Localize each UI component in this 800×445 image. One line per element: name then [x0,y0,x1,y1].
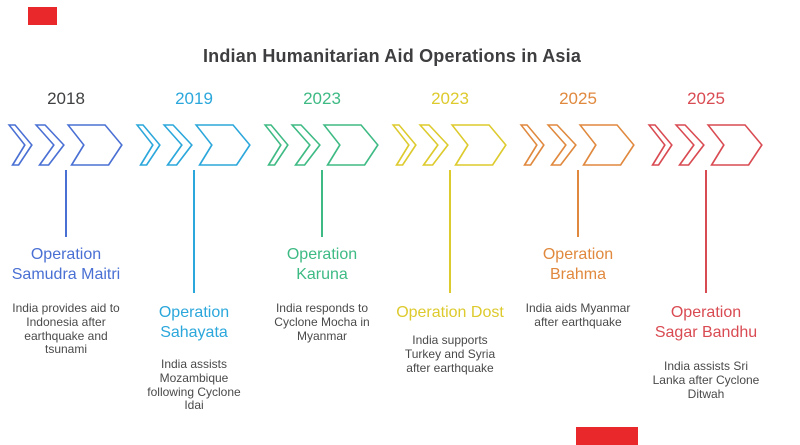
triple-chevron-arrow-icon [648,124,765,166]
connector-line [65,170,67,237]
triple-chevron-arrow-icon [8,124,125,166]
milestone-3: 2023 Operation Karuna India responds to … [258,0,386,445]
milestone-6: 2025 Operation Sagar Bandhu India assist… [642,0,770,445]
redaction-box-top-left [28,7,57,25]
triple-chevron-arrow-icon [520,124,637,166]
milestone-year: 2025 [559,89,597,108]
operation-description: India provides aid to Indonesia after ea… [12,301,120,357]
milestone-year: 2023 [303,89,341,108]
operation-label: Operation Sagar Bandhu [654,304,758,341]
milestone-year: 2019 [175,89,213,108]
connector-line [449,170,451,293]
triple-chevron-arrow-icon [136,124,253,166]
operation-label: Operation Dost [396,304,504,321]
triple-chevron-arrow-icon [264,124,381,166]
page-title: Indian Humanitarian Aid Operations in As… [202,46,582,66]
operation-description: India aids Myanmar after earthquake [525,301,631,329]
operation-description: India assists Mozambique following Cyclo… [147,357,241,413]
triple-chevron-arrow-icon [392,124,509,166]
milestone-year: 2023 [431,89,469,108]
connector-line [193,170,195,293]
operation-label: Operation Samudra Maitri [11,246,121,283]
redaction-box-bottom-center [576,427,638,445]
operation-description: India supports Turkey and Syria after ea… [404,333,496,375]
operation-description: India assists Sri Lanka after Cyclone Di… [652,359,760,401]
milestone-4: 2023 Operation Dost India supports Turke… [386,0,514,445]
operation-label: Operation Sahayata [158,304,230,341]
connector-line [577,170,579,237]
milestone-2: 2019 Operation Sahayata India assists Mo… [130,0,258,445]
connector-line [705,170,707,293]
operation-description: India responds to Cyclone Mocha in Myanm… [274,301,370,343]
milestone-1: 2018 Operation Samudra Maitri India prov… [2,0,130,445]
operation-label: Operation Brahma [542,246,614,283]
milestone-5: 2025 Operation Brahma India aids Myanmar… [514,0,642,445]
milestone-year: 2018 [47,89,85,108]
operation-label: Operation Karuna [286,246,358,283]
connector-line [321,170,323,237]
milestone-year: 2025 [687,89,725,108]
